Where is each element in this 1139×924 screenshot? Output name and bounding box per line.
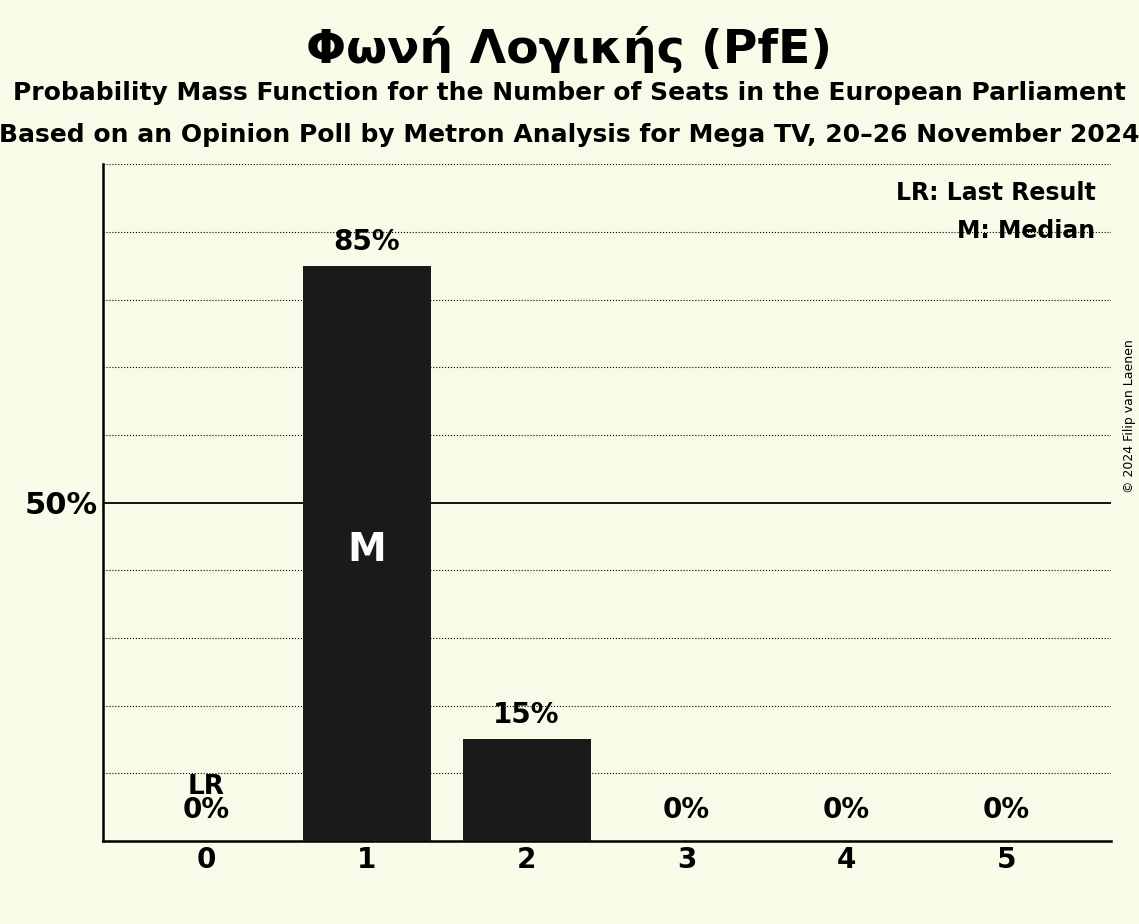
Text: 85%: 85% [334, 228, 400, 256]
Text: 0%: 0% [823, 796, 870, 824]
Text: 0%: 0% [663, 796, 710, 824]
Text: M: M [347, 531, 386, 569]
Text: 0%: 0% [183, 796, 230, 824]
Text: LR: Last Result: LR: Last Result [895, 181, 1096, 205]
Text: 15%: 15% [493, 701, 559, 729]
Text: Φωνή Λογικής (PfE): Φωνή Λογικής (PfE) [306, 26, 833, 73]
Bar [462, 739, 590, 841]
Text: Based on an Opinion Poll by Metron Analysis for Mega TV, 20–26 November 2024: Based on an Opinion Poll by Metron Analy… [0, 123, 1139, 147]
Text: 0%: 0% [983, 796, 1030, 824]
Text: M: Median: M: Median [957, 219, 1096, 243]
Bar [303, 266, 431, 841]
Text: © 2024 Filip van Laenen: © 2024 Filip van Laenen [1123, 339, 1136, 492]
Text: LR: LR [188, 773, 226, 800]
Text: Probability Mass Function for the Number of Seats in the European Parliament: Probability Mass Function for the Number… [13, 81, 1126, 105]
